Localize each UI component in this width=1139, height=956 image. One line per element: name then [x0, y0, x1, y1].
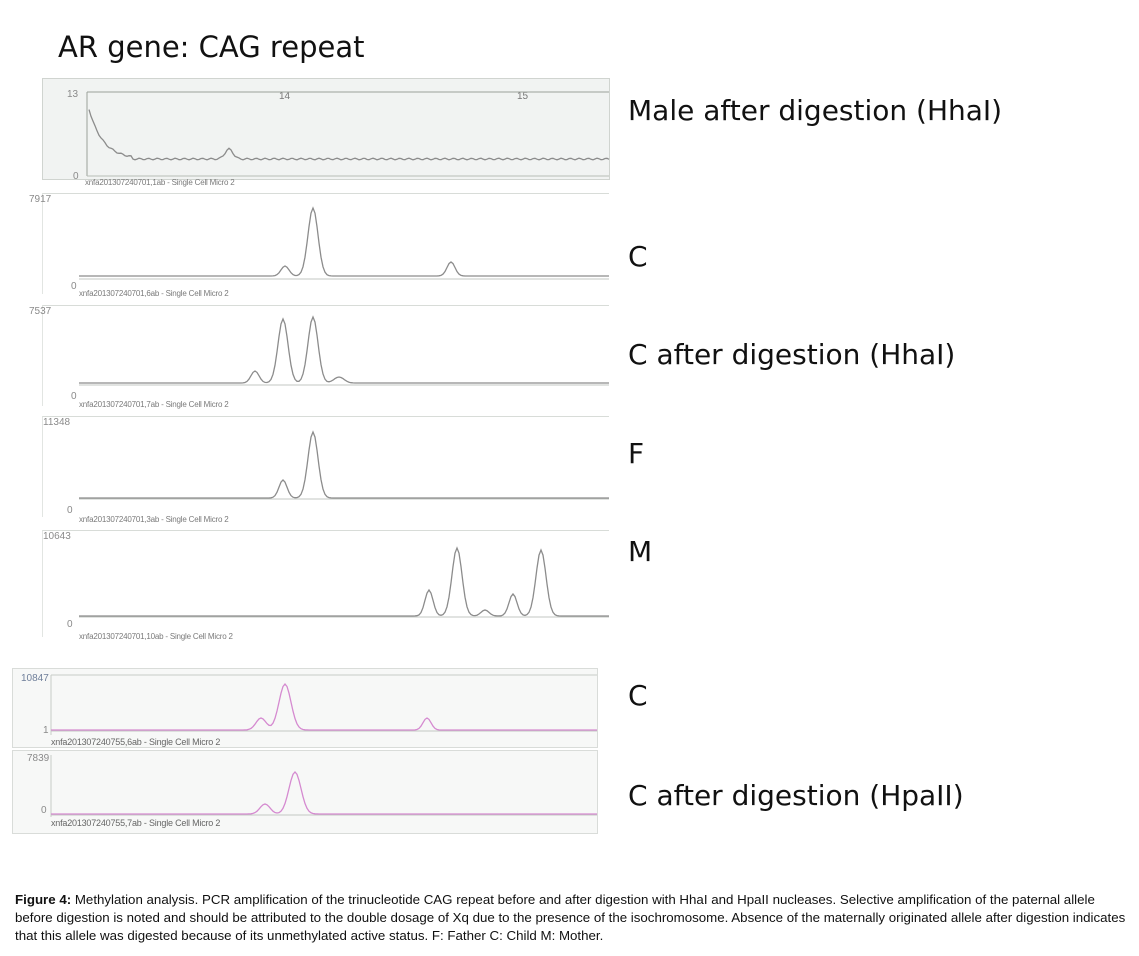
electropherogram-panel-5: 10643 0 xnfa201307240701,10ab - Single C… [42, 530, 609, 641]
trace-line [79, 430, 609, 499]
panel-label-6: C [628, 679, 648, 712]
trace-plot [86, 91, 610, 177]
x-tick-14: 14 [279, 91, 291, 102]
trace-line [79, 206, 609, 277]
x-tick-15: 15 [517, 91, 529, 102]
y-min-label: 1 [43, 725, 49, 736]
trace-line [79, 315, 609, 384]
panel-label-1: Male after digestion (HhaI) [628, 94, 1003, 127]
electropherogram-panel-2: 7917 0 xnfa201307240701,6ab - Single Cel… [29, 193, 609, 298]
electropherogram-panel-6: 10847 1 xnfa201307240755,6ab - Single Ce… [12, 668, 598, 748]
sample-label: xnfa201307240755,6ab - Single Cell Micro… [51, 737, 221, 747]
panel-label-4: F [628, 437, 645, 470]
sample-label: xnfa201307240701,1ab - Single Cell Micro… [85, 178, 235, 187]
trace-plot [50, 755, 597, 817]
y-max-label: 7537 [29, 306, 52, 317]
figure-caption: Figure 4: Methylation analysis. PCR ampl… [15, 891, 1130, 945]
y-max-label: 7839 [27, 753, 50, 764]
sample-label: xnfa201307240701,7ab - Single Cell Micro… [79, 400, 229, 409]
caption-text: Methylation analysis. PCR amplification … [15, 892, 1126, 943]
y-min-label: 0 [73, 171, 79, 182]
y-min-label: 0 [71, 391, 77, 402]
trace-plot [50, 674, 597, 735]
y-min-label: 0 [67, 619, 73, 630]
y-min-label: 0 [71, 281, 77, 292]
y-max-label: 10643 [43, 531, 71, 542]
trace-plot [79, 315, 609, 386]
y-min-label: 0 [67, 505, 73, 516]
panel-label-2: C [628, 240, 648, 273]
y-max-label: 11348 [43, 417, 71, 428]
electropherogram-panel-1: 13 14 15 0 xnfa201307240701,1ab - Single… [42, 78, 610, 187]
figure-title: AR gene: CAG repeat [58, 30, 365, 64]
y-max-label: 10847 [21, 673, 49, 684]
trace-line [79, 546, 609, 617]
electropherogram-panel-4: 11348 0 xnfa201307240701,3ab - Single Ce… [42, 416, 609, 524]
panel-label-3: C after digestion (HhaI) [628, 338, 956, 371]
sample-label: xnfa201307240701,10ab - Single Cell Micr… [79, 632, 233, 641]
trace-line [51, 682, 597, 731]
electropherogram-panel-3: 7537 0 xnfa201307240701,7ab - Single Cel… [29, 305, 609, 409]
sample-label: xnfa201307240755,7ab - Single Cell Micro… [51, 818, 221, 828]
y-max-label: 7917 [29, 194, 52, 205]
sample-label: xnfa201307240701,3ab - Single Cell Micro… [79, 515, 229, 524]
y-max-label: 13 [67, 89, 79, 100]
panel-label-7: C after digestion (HpaII) [628, 779, 964, 812]
electropherogram-panel-7: 7839 0 xnfa201307240755,7ab - Single Cel… [12, 750, 598, 834]
figure-number: Figure 4: [15, 892, 72, 907]
trace-plot [79, 430, 609, 500]
trace-line [51, 771, 597, 815]
sample-label: xnfa201307240701,6ab - Single Cell Micro… [79, 289, 229, 298]
panel-label-5: M [628, 535, 653, 568]
trace-line [88, 109, 610, 161]
trace-plot [79, 206, 609, 280]
trace-plot [79, 546, 609, 618]
y-min-label: 0 [41, 805, 47, 816]
